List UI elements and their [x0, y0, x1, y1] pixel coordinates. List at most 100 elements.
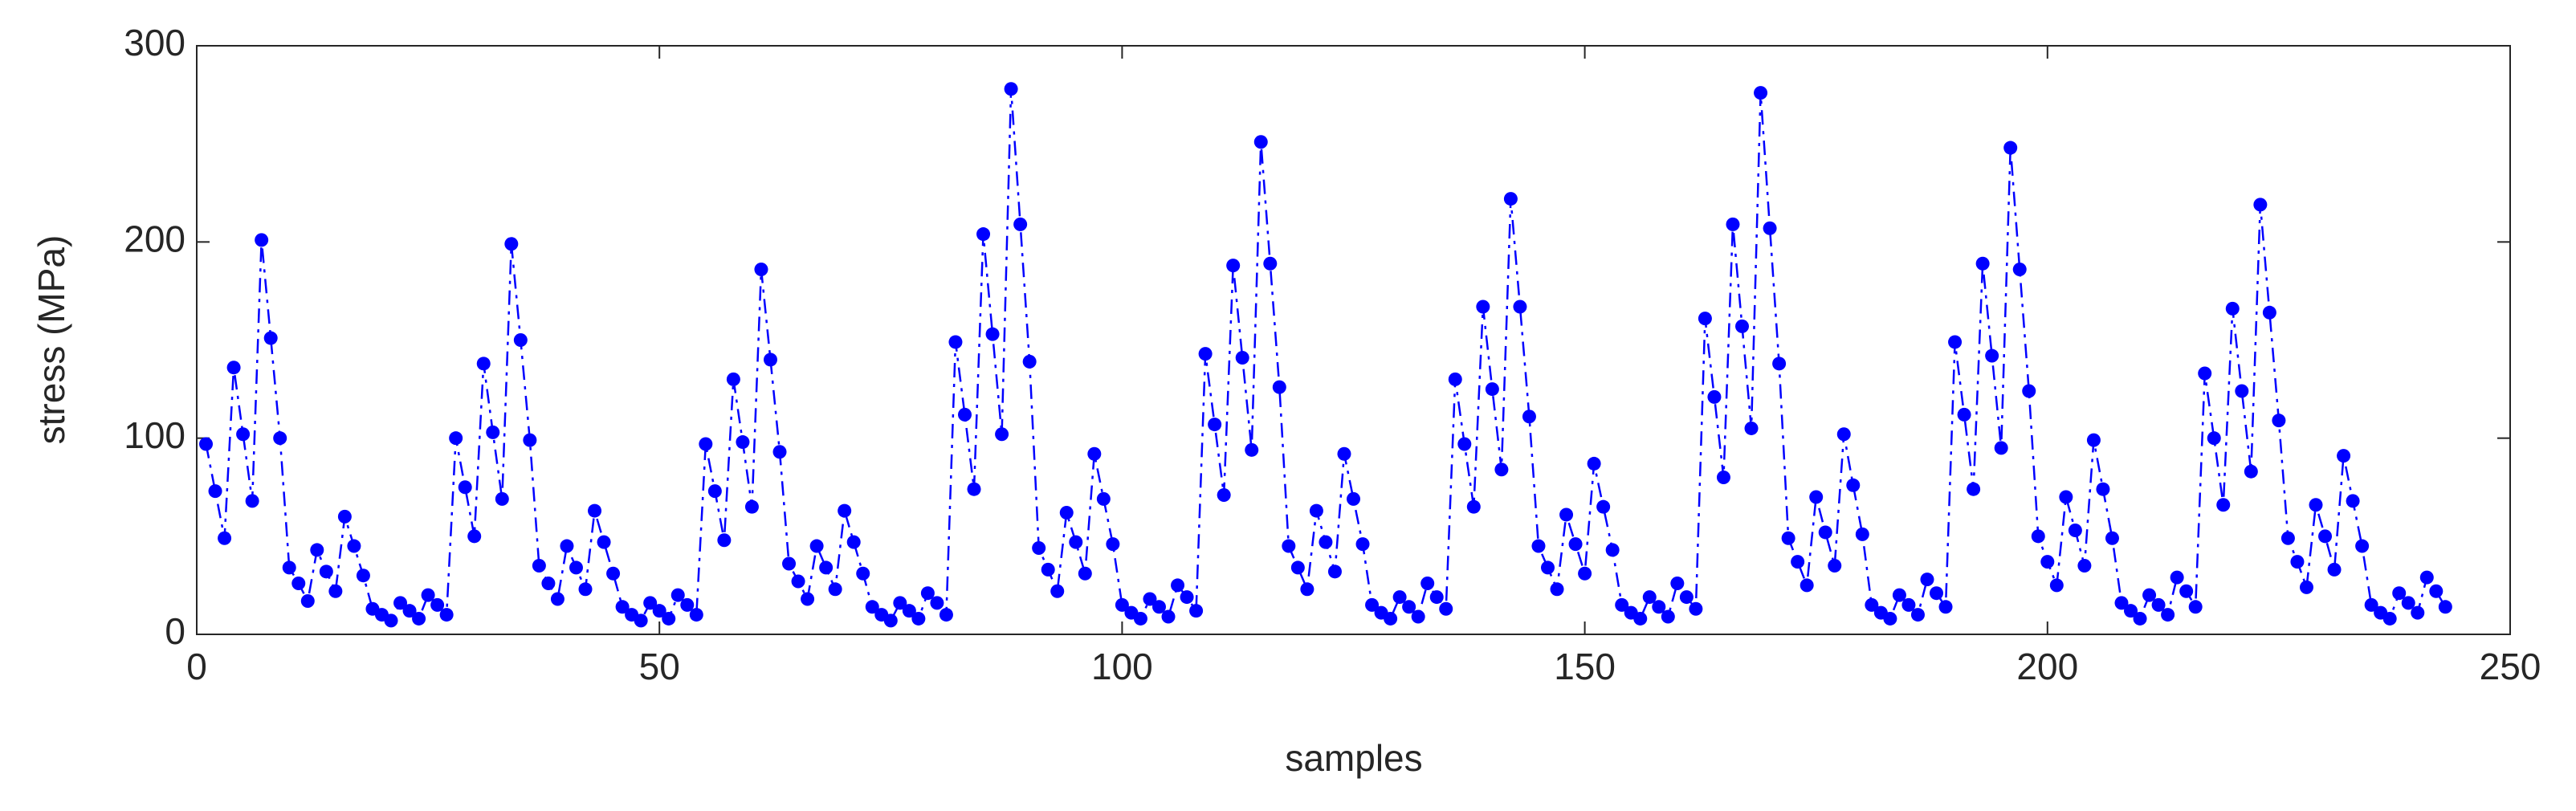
data-point [1439, 601, 1453, 616]
data-point [2419, 570, 2434, 585]
data-point [2170, 570, 2184, 585]
data-point [486, 425, 500, 439]
data-point [1402, 600, 1416, 614]
data-point [930, 596, 944, 610]
data-point [662, 611, 676, 626]
data-point [1772, 357, 1787, 371]
data-point [1151, 600, 1166, 614]
data-point [1846, 478, 1861, 492]
data-point [1078, 566, 1092, 581]
data-point [1633, 611, 1648, 626]
data-point [1133, 611, 1147, 626]
data-point [606, 566, 621, 581]
x-tick-label: 0 [186, 646, 207, 687]
y-tick-label: 300 [124, 22, 185, 63]
data-point [828, 582, 842, 597]
data-point [1300, 582, 1314, 597]
data-point [1226, 259, 1241, 273]
data-point [1004, 82, 1018, 96]
data-point [1920, 573, 1934, 587]
data-point [449, 431, 463, 446]
data-point [541, 576, 556, 590]
data-point [1263, 256, 1278, 271]
data-point [736, 435, 750, 450]
data-point [1698, 312, 1712, 326]
data-point [1652, 600, 1666, 614]
data-point [911, 611, 926, 626]
data-point [2151, 597, 2166, 612]
data-point [1587, 456, 1601, 471]
data-point [2438, 600, 2452, 614]
data-point [846, 535, 861, 549]
data-point [337, 509, 352, 524]
data-point [2077, 558, 2092, 573]
x-axis-label: samples [1285, 737, 1422, 779]
data-point [1791, 555, 1805, 569]
data-point [1282, 539, 1296, 553]
data-point [819, 560, 834, 575]
data-point [1726, 217, 1740, 231]
data-point [255, 233, 269, 247]
data-point [2337, 449, 2351, 463]
data-point [2161, 608, 2175, 622]
data-point [2068, 524, 2082, 538]
data-point [476, 357, 491, 371]
data-point [1809, 490, 1824, 504]
data-point [1605, 543, 1620, 557]
data-point [2401, 596, 2415, 610]
data-point [939, 608, 953, 622]
data-point [865, 600, 879, 614]
data-point [1513, 300, 1527, 314]
data-point [1503, 192, 1518, 206]
data-point [1892, 588, 1906, 602]
data-point [1180, 590, 1194, 605]
data-point [1448, 372, 1462, 386]
data-point [643, 596, 658, 610]
data-point [560, 539, 574, 553]
data-point [1744, 421, 1759, 435]
data-point [384, 613, 398, 628]
data-point [439, 608, 454, 622]
data-point [1420, 576, 1435, 590]
x-tick-label: 100 [1091, 646, 1153, 687]
data-point [1384, 611, 1398, 626]
data-point [1096, 491, 1111, 506]
data-point [699, 437, 713, 451]
plot-area [196, 45, 2511, 635]
data-point [2059, 490, 2073, 504]
data-point [1457, 437, 1472, 451]
data-point [2411, 605, 2425, 620]
data-point [2022, 384, 2036, 398]
data-point [208, 484, 222, 499]
data-point [1800, 578, 1814, 593]
data-point [1476, 300, 1490, 314]
data-point [1865, 597, 1879, 612]
y-axis-label: stress (MPa) [31, 235, 72, 445]
data-point [689, 608, 703, 622]
data-point [1615, 597, 1629, 612]
data-point [1087, 446, 1102, 461]
data-point [393, 596, 408, 610]
data-point [569, 560, 583, 575]
data-point [2207, 431, 2221, 446]
data-point [1716, 471, 1730, 485]
data-point [550, 592, 565, 606]
data-point [513, 333, 528, 347]
data-point [430, 597, 445, 612]
data-point [634, 613, 648, 628]
data-point [670, 588, 685, 602]
data-point [1781, 531, 1795, 545]
data-point [1957, 407, 1971, 422]
data-point [597, 535, 611, 549]
data-point [2299, 580, 2313, 594]
data-point [1910, 608, 1925, 622]
data-point [920, 586, 935, 601]
data-point [218, 531, 232, 545]
data-point [2086, 433, 2101, 447]
data-point [1041, 562, 1055, 577]
x-tick-label: 200 [2016, 646, 2078, 687]
data-point [245, 494, 259, 508]
data-point [1106, 537, 1120, 552]
